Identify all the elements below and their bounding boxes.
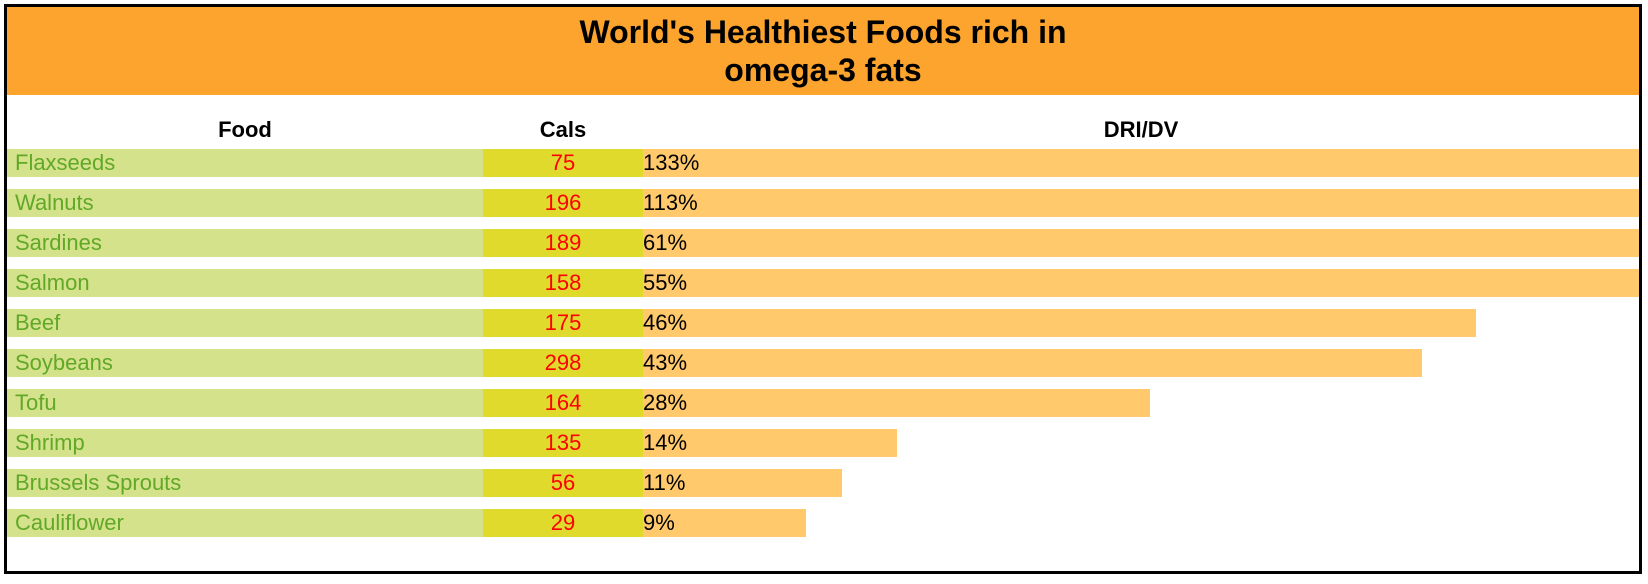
calories-value: 298 <box>483 349 643 377</box>
calories-value: 75 <box>483 149 643 177</box>
calories-value: 158 <box>483 269 643 297</box>
calories-value: 189 <box>483 229 643 257</box>
food-label: Cauliflower <box>7 509 483 537</box>
dri-percent-label: 9% <box>643 510 675 535</box>
dri-percent-label: 55% <box>643 270 688 295</box>
chart-rows: Flaxseeds 75 133% Walnuts 196 113% Sardines 189… <box>7 7 1639 571</box>
calories-value: 56 <box>483 469 643 497</box>
column-header-food: Food <box>218 117 272 142</box>
dri-bar <box>643 509 806 537</box>
calories-value: 196 <box>483 189 643 217</box>
food-label: Soybeans <box>7 349 483 377</box>
dri-percent-label: 113% <box>643 190 698 215</box>
column-header-cals: Cals <box>539 117 587 142</box>
chart-title-line-2: omega-3 fats <box>724 52 922 88</box>
dri-bar <box>643 269 1639 297</box>
calories-value: 175 <box>483 309 643 337</box>
food-label: Sardines <box>7 229 483 257</box>
calories-value: 29 <box>483 509 643 537</box>
dri-percent-label: 43% <box>643 350 688 375</box>
food-label: Salmon <box>7 269 483 297</box>
chart-title-line-1: World's Healthiest Foods rich in <box>579 14 1067 50</box>
food-label: Flaxseeds <box>7 149 483 177</box>
food-label: Walnuts <box>7 189 483 217</box>
column-header-dri: DRI/DV <box>1103 117 1179 142</box>
dri-percent-label: 14% <box>643 430 688 455</box>
dri-percent-label: 61% <box>643 230 688 255</box>
food-label: Brussels Sprouts <box>7 469 483 497</box>
dri-percent-label: 28% <box>643 390 688 415</box>
dri-bar <box>643 309 1476 337</box>
dri-percent-label: 46% <box>643 310 688 335</box>
title-banner: World's Healthiest Foods rich in omega-3… <box>7 7 1639 95</box>
food-label: Shrimp <box>7 429 483 457</box>
dri-bar <box>643 349 1422 377</box>
dri-percent-label: 11% <box>643 470 686 495</box>
calories-value: 164 <box>483 389 643 417</box>
calories-value: 135 <box>483 429 643 457</box>
dri-bar <box>643 189 1639 217</box>
dri-bar <box>643 469 842 497</box>
dri-percent-label: 133% <box>643 150 700 175</box>
dri-bar <box>643 149 1639 177</box>
dri-bar <box>643 389 1150 417</box>
food-label: Beef <box>7 309 483 337</box>
dri-bar <box>643 429 897 457</box>
chart-frame: World's Healthiest Foods rich in omega-3… <box>4 4 1642 574</box>
food-label: Tofu <box>7 389 483 417</box>
dri-bar <box>643 229 1639 257</box>
